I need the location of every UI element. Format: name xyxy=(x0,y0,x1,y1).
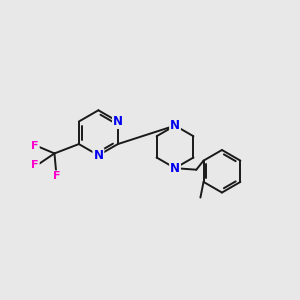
Text: N: N xyxy=(93,149,103,162)
Text: F: F xyxy=(31,141,39,151)
Text: N: N xyxy=(170,119,180,132)
Text: F: F xyxy=(53,171,60,181)
Text: N: N xyxy=(170,162,180,175)
Text: F: F xyxy=(31,160,39,170)
Text: N: N xyxy=(113,115,123,128)
